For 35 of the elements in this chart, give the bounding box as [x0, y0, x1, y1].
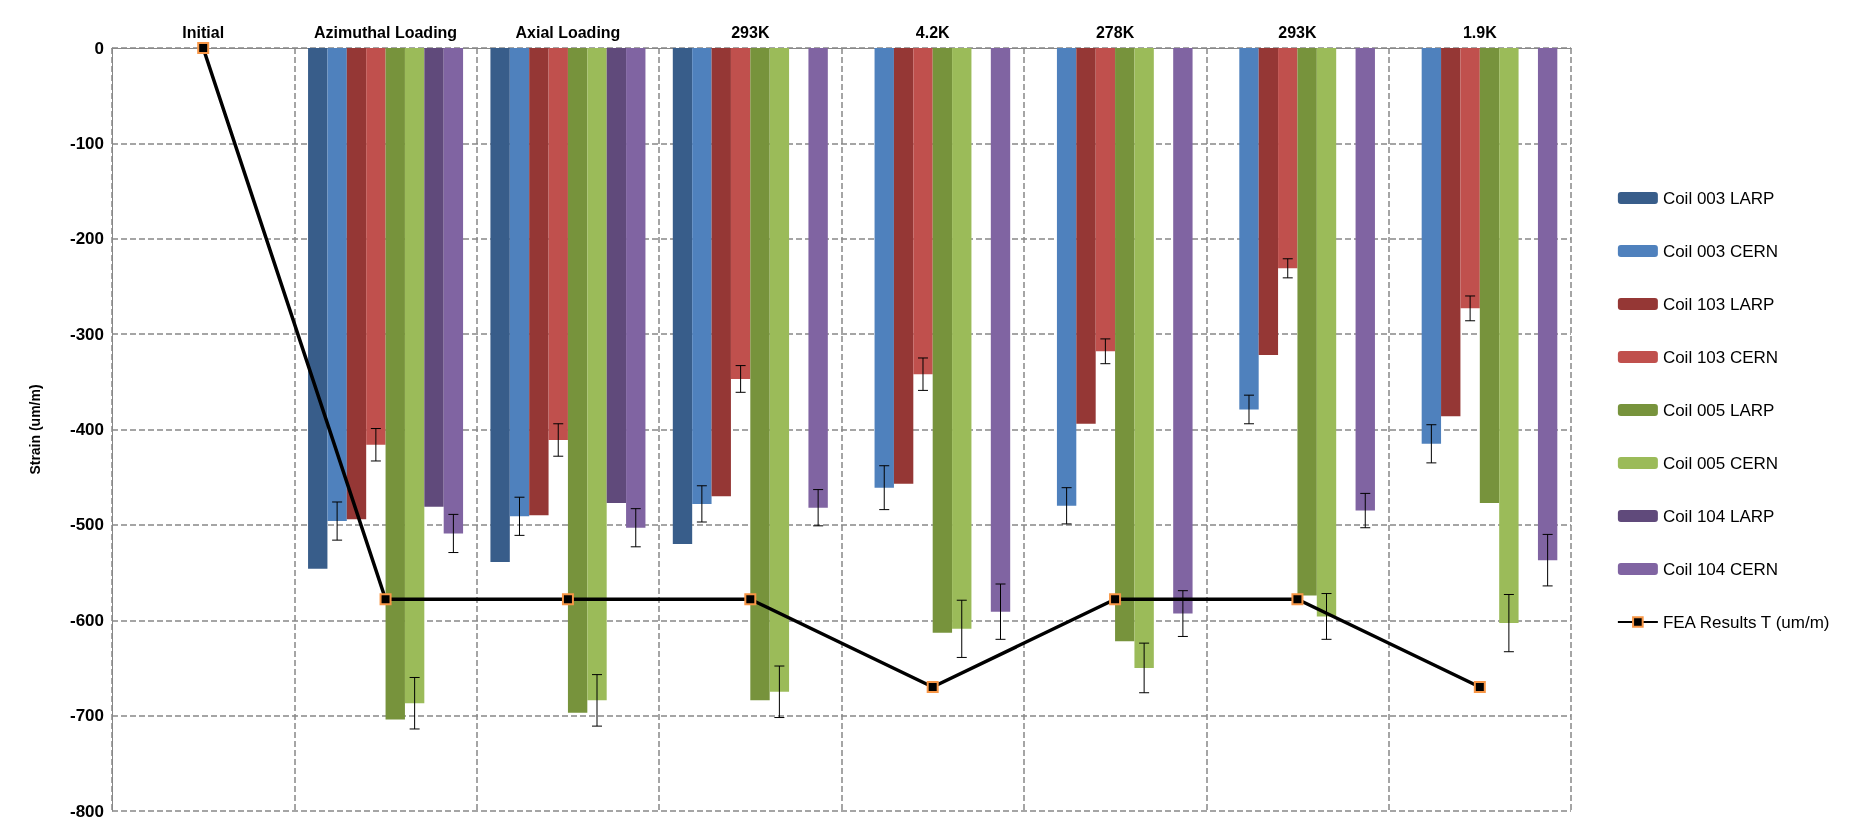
legend-label: FEA Results T (um/m) — [1662, 612, 1830, 632]
legend-label: Coil 103 CERN — [1662, 347, 1779, 367]
y-tick-label: -500 — [69, 515, 104, 535]
legend-label: Coil 104 LARP — [1662, 506, 1775, 526]
y-tick-label: -600 — [69, 610, 104, 630]
x-tick-label: 293K — [1278, 23, 1318, 41]
point — [744, 593, 757, 606]
x-tick-label: Azimuthal Loading — [314, 23, 458, 41]
y-tick-label: 0 — [94, 38, 104, 58]
x-tick-label: Initial — [182, 23, 225, 41]
point — [1473, 681, 1486, 694]
x-tick-label: Axial Loading — [515, 23, 621, 41]
legend-label: Coil 003 LARP — [1662, 188, 1775, 208]
point — [926, 681, 939, 694]
point — [1291, 593, 1304, 606]
legend-label: Coil 104 CERN — [1662, 559, 1779, 579]
y-tick-label: -700 — [69, 706, 104, 726]
x-tick-label: 1.9K — [1462, 23, 1498, 41]
x-tick-label: 4.2K — [915, 23, 951, 41]
legend-label: Coil 005 LARP — [1662, 400, 1775, 420]
y-axis-title: Strain (um/m) — [27, 384, 43, 475]
y-tick-label: -400 — [69, 420, 104, 439]
legend-label: Coil 005 CERN — [1662, 453, 1779, 473]
y-tick-label: -800 — [69, 801, 104, 820]
x-tick-label: 278K — [1095, 23, 1135, 41]
point — [379, 593, 392, 606]
y-tick-label: -100 — [69, 133, 104, 153]
point — [1109, 593, 1122, 606]
point — [197, 42, 210, 54]
y-tick-label: -300 — [69, 324, 104, 344]
y-tick-label: -200 — [69, 229, 104, 249]
point — [561, 593, 574, 606]
x-tick-label: 293K — [731, 23, 770, 41]
legend-label: Coil 003 CERN — [1662, 241, 1779, 261]
legend-label: Coil 103 LARP — [1662, 294, 1775, 314]
